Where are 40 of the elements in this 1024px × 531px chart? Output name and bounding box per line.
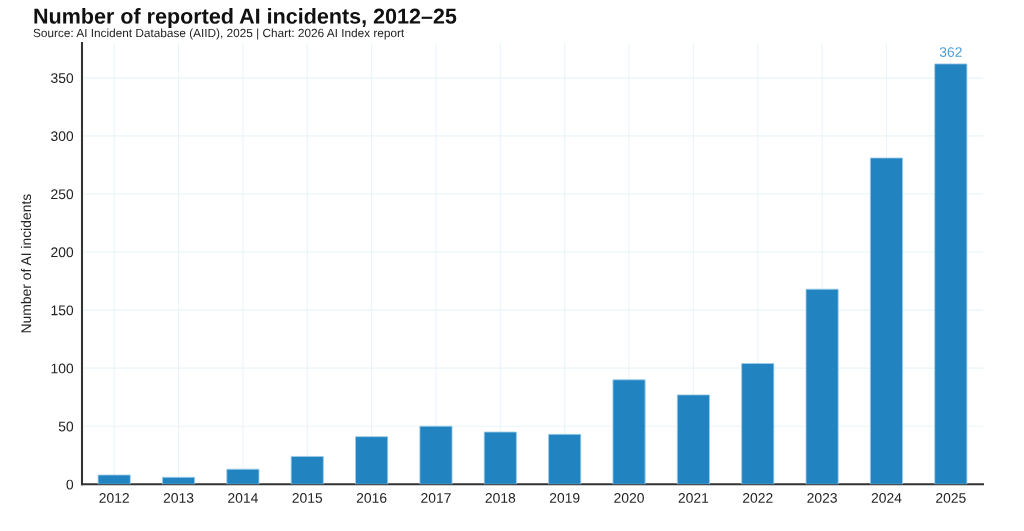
bar	[612, 379, 646, 485]
y-tick-label: 300	[51, 131, 74, 142]
x-tick-label: 2020	[614, 493, 644, 503]
bar	[355, 436, 389, 485]
bar	[97, 474, 131, 485]
bar	[676, 394, 710, 485]
y-tick-label: 100	[51, 363, 74, 374]
x-tick-label: 2015	[292, 493, 323, 503]
x-tick-label: 2017	[421, 493, 451, 503]
data-label: 362	[939, 47, 962, 57]
x-tick-label: 2012	[99, 493, 129, 503]
y-tick-label: 250	[51, 189, 74, 200]
bar	[419, 425, 453, 485]
bar	[290, 456, 324, 485]
y-tick-label: 200	[51, 247, 74, 258]
x-tick-label: 2021	[678, 493, 709, 503]
bar	[869, 157, 903, 485]
x-tick-label: 2023	[807, 493, 837, 503]
bar	[226, 468, 260, 485]
x-tick-label: 2016	[356, 493, 387, 503]
y-tick-label: 50	[58, 421, 74, 432]
x-tick-label: 2025	[936, 493, 966, 503]
bar	[483, 431, 517, 485]
bar	[162, 476, 196, 485]
bar	[741, 363, 775, 485]
bar	[805, 288, 839, 485]
y-tick-label: 350	[51, 73, 74, 84]
x-tick-label: 2013	[163, 493, 194, 503]
bar	[548, 433, 582, 485]
x-tick-label: 2014	[228, 493, 258, 503]
chart-title: Number of reported AI incidents, 2012–25	[34, 7, 457, 29]
x-tick-label: 2018	[485, 493, 516, 503]
y-axis-title: Number of AI incidents	[20, 194, 32, 333]
bar	[934, 63, 968, 485]
chart-subtitle: Source: AI Incident Database (AIID), 2025 | Chart: 2026 AI Index report	[33, 28, 405, 40]
x-tick-label: 2024	[871, 493, 902, 503]
x-tick-label: 2022	[743, 493, 773, 503]
x-tick-label: 2019	[549, 493, 580, 503]
y-tick-label: 150	[51, 305, 74, 316]
y-tick-label: 0	[66, 479, 74, 490]
